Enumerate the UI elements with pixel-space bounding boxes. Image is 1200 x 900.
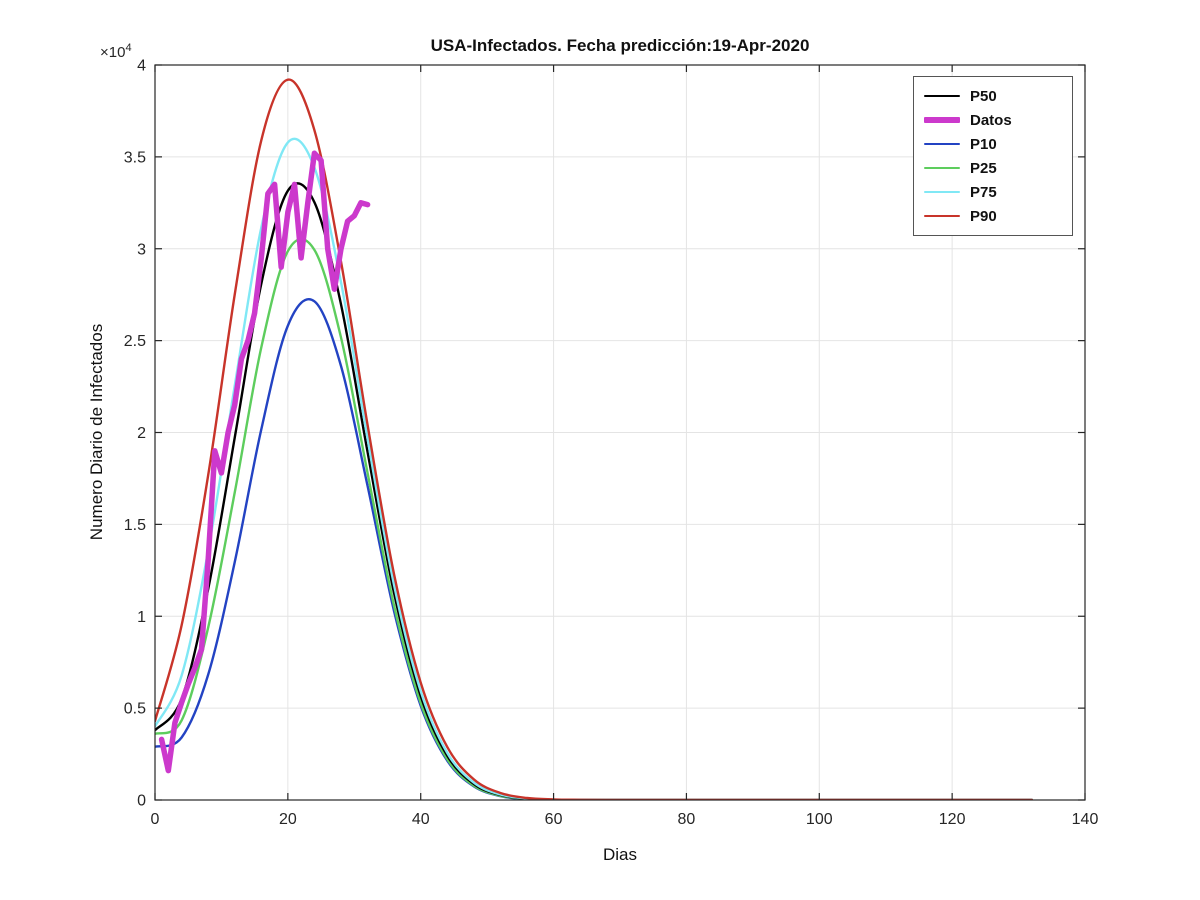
- legend-label: P50: [970, 87, 997, 105]
- series-line-p90: [155, 78, 1034, 800]
- legend-label: P10: [970, 135, 997, 153]
- x-axis-label: Dias: [602, 845, 638, 864]
- y-axis-exponent-power: 4: [125, 42, 132, 54]
- x-tick-label: 60: [545, 811, 563, 828]
- legend: P50 Datos P10 P25 P75 P90: [913, 76, 1073, 236]
- legend-line-swatch-p50: [924, 95, 960, 97]
- y-axis-exponent: ×104: [100, 42, 132, 61]
- legend-label: P90: [970, 207, 997, 225]
- x-tick-label: 20: [279, 811, 297, 828]
- y-axis-exponent-base: ×10: [100, 44, 126, 61]
- legend-label: Datos: [970, 111, 1012, 129]
- legend-label: P25: [970, 159, 997, 177]
- y-tick-label: 2: [137, 425, 146, 442]
- legend-item-p10: P10: [924, 134, 1062, 154]
- x-tick-label: 40: [412, 811, 430, 828]
- y-tick-label: 3.5: [124, 149, 146, 166]
- y-tick-label: 2.5: [124, 333, 146, 350]
- legend-item-p50: P50: [924, 86, 1062, 106]
- legend-item-p90: P90: [924, 206, 1062, 226]
- legend-line-swatch-p25: [924, 167, 960, 169]
- series-line-p50: [155, 182, 1034, 800]
- x-tick-label: 80: [678, 811, 696, 828]
- legend-line-swatch-p75: [924, 191, 960, 193]
- y-tick-label: 1: [137, 609, 146, 626]
- chart-title: USA-Infectados. Fecha predicción:19-Apr-…: [430, 36, 810, 55]
- y-tick-label: 4: [137, 58, 146, 75]
- x-tick-label: 100: [806, 811, 833, 828]
- legend-item-datos: Datos: [924, 110, 1062, 130]
- x-tick-label: 120: [939, 811, 966, 828]
- y-tick-label: 0: [137, 793, 146, 810]
- legend-label: P75: [970, 183, 997, 201]
- y-tick-label: 3: [137, 241, 146, 258]
- y-axis-label: Numero Diario de Infectados: [87, 323, 106, 541]
- y-tick-label: 1.5: [124, 517, 146, 534]
- x-tick-label: 0: [151, 811, 160, 828]
- legend-item-p25: P25: [924, 158, 1062, 178]
- legend-line-swatch-p10: [924, 143, 960, 145]
- series-line-p10: [155, 298, 1034, 800]
- legend-line-swatch-datos: [924, 117, 960, 123]
- legend-line-swatch-p90: [924, 215, 960, 217]
- y-tick-label: 0.5: [124, 701, 146, 718]
- series-line-p25: [155, 237, 1034, 800]
- legend-item-p75: P75: [924, 182, 1062, 202]
- x-tick-label: 140: [1072, 811, 1099, 828]
- series-line-datos: [158, 150, 371, 774]
